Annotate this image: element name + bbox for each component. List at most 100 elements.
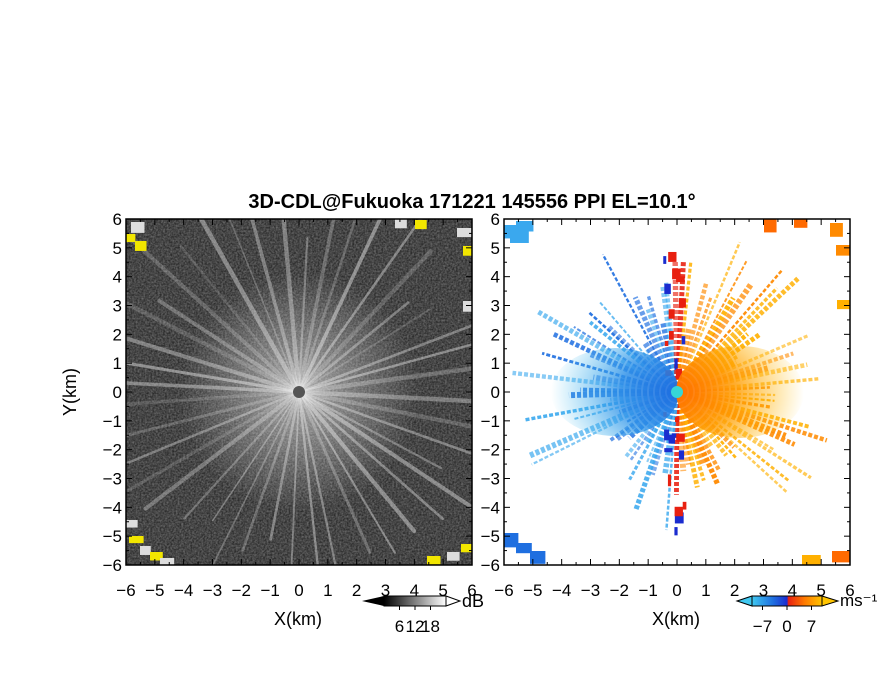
- velocity-ytick-label: 4: [491, 268, 500, 287]
- reflectivity-ylabel: Y(km): [60, 368, 80, 416]
- velocity-near-zero-cell: [678, 298, 686, 308]
- reflectivity-corner-echo: [427, 556, 441, 565]
- velocity-ray: [674, 390, 721, 486]
- velocity-corner-echo: [516, 221, 534, 232]
- reflectivity-xlabel: X(km): [274, 609, 322, 629]
- reflectivity-xtick-label: 1: [323, 581, 332, 600]
- reflectivity-colorbar-unit: dB: [462, 591, 484, 611]
- reflectivity-ytick-label: −3: [103, 470, 122, 489]
- reflectivity-ytick-label: −6: [103, 556, 122, 575]
- reflectivity-corner-echo: [461, 544, 472, 553]
- velocity-ytick-label: −6: [481, 556, 500, 575]
- velocity-ray: [665, 391, 679, 531]
- velocity-near-zero-cell: [668, 251, 677, 262]
- reflectivity-ytick-label: −1: [103, 412, 122, 431]
- velocity-corner-echo: [530, 551, 546, 564]
- velocity-ytick-label: −5: [481, 527, 500, 546]
- reflectivity-ytick-label: −4: [103, 498, 122, 517]
- reflectivity-colorbar-bar: [383, 595, 447, 607]
- velocity-ytick-label: 0: [491, 383, 500, 402]
- velocity-ray: [646, 295, 679, 393]
- reflectivity-ytick-label: 0: [113, 383, 122, 402]
- velocity-near-zero-cell: [664, 448, 673, 453]
- velocity-center: [671, 386, 683, 398]
- velocity-near-zero-cell: [672, 268, 681, 280]
- velocity-near-zero-cell: [682, 501, 687, 510]
- reflectivity-corner-echo: [126, 520, 138, 528]
- velocity-xtick-label: 5: [816, 581, 825, 600]
- reflectivity-corner-echoes: [126, 219, 472, 565]
- velocity-near-zero-cell: [671, 433, 680, 438]
- velocity-near-zero-cell: [669, 331, 674, 340]
- velocity-ytick-label: 6: [491, 210, 500, 229]
- velocity-corner-echoes: [504, 219, 850, 565]
- reflectivity-xtick-label: 6: [467, 581, 476, 600]
- velocity-near-zero-cell: [675, 368, 682, 380]
- reflectivity-xtick-label: 3: [381, 581, 390, 600]
- velocity-corner-echo: [836, 245, 850, 256]
- velocity-near-zero-cell: [664, 340, 669, 347]
- reflectivity-corner-echo: [140, 546, 151, 555]
- velocity-core-positive: [676, 346, 804, 438]
- velocity-xtick-label: 0: [672, 581, 681, 600]
- reflectivity-corner-echo: [395, 219, 407, 229]
- reflectivity-colorbar-tick-label: 12: [406, 617, 425, 636]
- velocity-near-zero-cell: [674, 512, 684, 524]
- velocity-ytick-label: 3: [491, 297, 500, 316]
- velocity-colorbar-high-arrow: [821, 595, 840, 607]
- velocity-xtick-label: −6: [494, 581, 513, 600]
- velocity-near-zero-cell: [663, 256, 667, 264]
- reflectivity-corner-echo: [129, 536, 144, 544]
- reflectivity-corner-echo: [126, 234, 136, 242]
- reflectivity-corner-echo: [463, 246, 472, 256]
- reflectivity-colorbar-high-arrow: [445, 595, 462, 607]
- velocity-ray: [674, 328, 692, 393]
- reflectivity-colorbar-tick-label: 18: [421, 617, 440, 636]
- reflectivity-xtick-label: −2: [232, 581, 251, 600]
- velocity-near-zero-cell: [674, 358, 678, 370]
- reflectivity-xtick-label: −5: [145, 581, 164, 600]
- reflectivity-xtick-label: 4: [410, 581, 419, 600]
- velocity-near-zero-cell: [674, 506, 683, 517]
- reflectivity-xtick-label: 5: [438, 581, 447, 600]
- reflectivity-ytick-label: 2: [113, 325, 122, 344]
- reflectivity-ytick-label: 6: [113, 210, 122, 229]
- reflectivity-xtick-label: 2: [352, 581, 361, 600]
- velocity-corner-echo: [830, 223, 843, 237]
- velocity-xtick-label: −1: [638, 581, 657, 600]
- velocity-colorbar: −7 0 7 ms⁻¹: [735, 591, 878, 636]
- velocity-xtick-label: −2: [610, 581, 629, 600]
- reflectivity-xtick-label: 0: [294, 581, 303, 600]
- reflectivity-colorbar-low-arrow: [362, 596, 384, 606]
- velocity-colorbar-tick-label: 7: [807, 617, 816, 636]
- reflectivity-ytick-label: 3: [113, 297, 122, 316]
- reflectivity-colorbar-tick-label: 6: [395, 617, 404, 636]
- reflectivity-corner-echo: [135, 241, 147, 251]
- velocity-near-zero-cell: [681, 336, 686, 345]
- velocity-colorbar-unit: ms⁻¹: [840, 591, 878, 610]
- reflectivity-xtick-label: −6: [116, 581, 135, 600]
- velocity-corner-echo: [510, 231, 529, 243]
- velocity-colorbar-tick-label: −7: [753, 617, 772, 636]
- velocity-ray: [675, 297, 713, 393]
- velocity-corner-echo: [832, 551, 850, 563]
- velocity-corner-echo: [802, 555, 821, 565]
- velocity-near-zero-cell: [678, 450, 685, 460]
- velocity-xlabel: X(km): [652, 609, 700, 629]
- velocity-near-zero-cell: [664, 429, 670, 441]
- velocity-ytick-label: 2: [491, 325, 500, 344]
- velocity-near-zero-cell: [668, 434, 676, 444]
- reflectivity-ytick-label: 1: [113, 354, 122, 373]
- reflectivity-corner-echo: [415, 220, 427, 230]
- reflectivity-corner-echo: [131, 222, 145, 233]
- reflectivity-corner-echo: [447, 552, 460, 561]
- velocity-near-zero-cell: [668, 309, 675, 319]
- velocity-corner-echo: [516, 543, 532, 554]
- velocity-ray: [541, 351, 678, 394]
